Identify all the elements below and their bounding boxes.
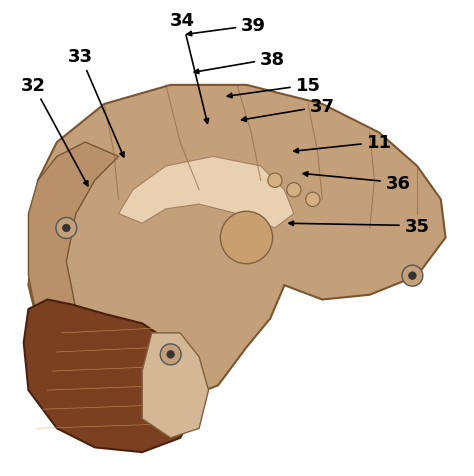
- Text: 35: 35: [289, 217, 429, 235]
- Polygon shape: [142, 333, 209, 438]
- Text: 37: 37: [242, 98, 335, 122]
- Circle shape: [167, 351, 174, 358]
- Polygon shape: [28, 143, 142, 395]
- Text: 36: 36: [303, 172, 410, 192]
- Circle shape: [402, 266, 423, 287]
- Text: 39: 39: [187, 17, 266, 37]
- Polygon shape: [28, 86, 446, 400]
- Polygon shape: [24, 300, 199, 452]
- Circle shape: [306, 193, 320, 207]
- Text: 32: 32: [21, 77, 88, 186]
- Text: 34: 34: [170, 12, 209, 124]
- Circle shape: [160, 344, 181, 365]
- Circle shape: [63, 225, 70, 232]
- Text: 11: 11: [294, 134, 392, 154]
- Circle shape: [56, 218, 77, 239]
- Text: 15: 15: [228, 77, 320, 99]
- Circle shape: [287, 183, 301, 198]
- Text: 33: 33: [68, 48, 124, 158]
- Polygon shape: [118, 157, 294, 228]
- Circle shape: [220, 212, 273, 264]
- Circle shape: [268, 174, 282, 188]
- Circle shape: [409, 272, 416, 280]
- Text: 38: 38: [194, 50, 285, 74]
